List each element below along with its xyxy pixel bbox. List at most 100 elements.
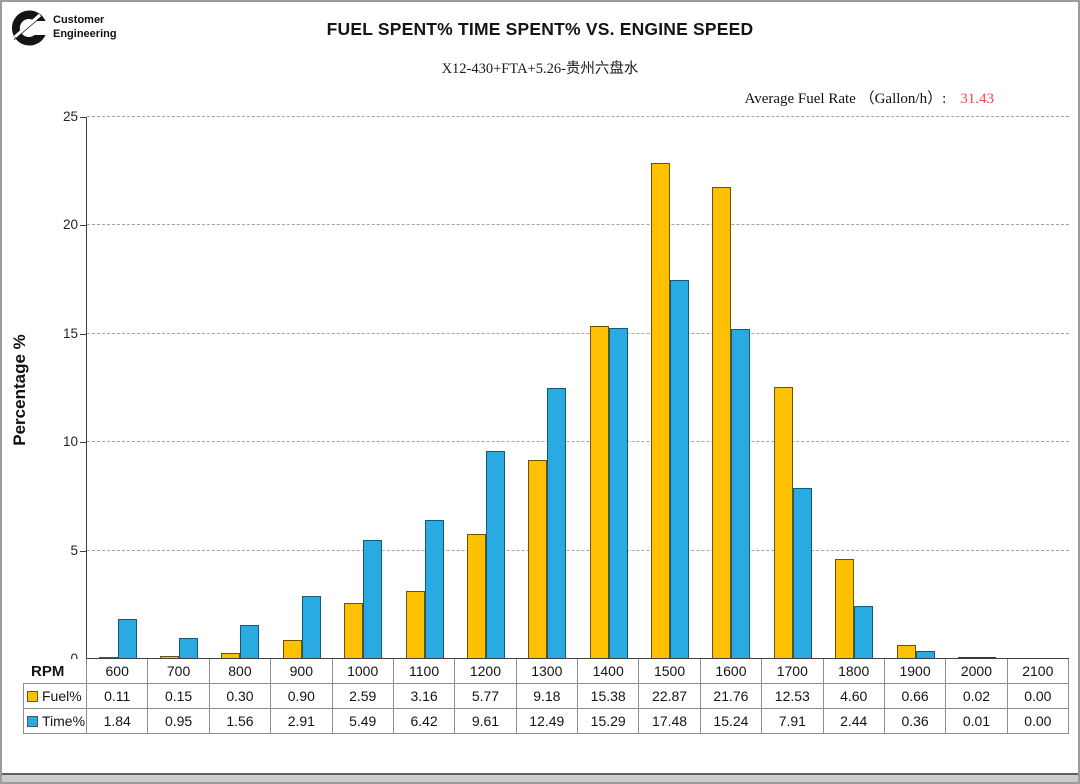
time-value-cell: 6.42 [393,709,456,734]
time-value-cell: 5.49 [332,709,394,734]
rpm-value-cell: 600 [87,659,149,684]
fuel-row-label: Fuel% [23,684,87,709]
time-value-cell: 2.91 [271,709,333,734]
chart-subtitle: X12-430+FTA+5.26-贵州六盘水 [441,61,639,77]
time-value-cell: 1.56 [209,709,272,734]
average-fuel-rate: Average Fuel Rate （Gallon/h）: 31.43 [744,87,994,108]
logo-text: Customer Engineering [53,14,117,42]
bar-group-1600 [701,117,762,659]
fuel-bar-1200 [466,533,486,659]
fuel-bar-900 [282,639,302,659]
fuel-value-cell: 0.11 [87,684,149,709]
time-value-cell: 0.01 [946,709,1008,734]
time-bar-1000 [363,539,383,659]
fuel-value-cell: 2.59 [332,684,394,709]
fuel-value-cell: 0.02 [946,684,1008,709]
y-axis-tick-label: 0 [44,650,78,668]
rpm-header-cell: RPM [23,659,87,684]
time-row-label-text: Time% [42,713,86,729]
bar-group-1200 [455,117,516,659]
time-bar-1300 [547,388,567,659]
rpm-value-cell: 1100 [393,659,456,684]
rpm-value-cell: 2100 [1007,659,1069,684]
time-bar-700 [179,638,199,659]
time-value-cell: 1.84 [87,709,149,734]
fuel-value-cell: 0.66 [884,684,947,709]
time-bar-1700 [792,487,812,659]
window-bottom-edge [2,773,1078,782]
gridline [87,332,1069,334]
fuel-value-cell: 9.18 [516,684,578,709]
time-value-cell: 9.61 [455,709,517,734]
y-axis-tick-mark [80,442,87,444]
fuel-value-cell: 12.53 [762,684,824,709]
time-value-cell: 0.00 [1007,709,1069,734]
fuel-value-cell: 21.76 [700,684,763,709]
fuel-value-cell: 22.87 [639,684,701,709]
x-axis-line [87,658,1069,659]
time-row-label: Time% [23,709,87,734]
fuel-bar-800 [221,652,241,659]
fuel-bar-1600 [712,187,732,659]
time-bar-1500 [670,280,690,659]
y-axis-tick-label: 25 [62,109,78,124]
fuel-row-label-text: Fuel% [42,688,82,704]
y-axis-tick-mark [80,117,87,118]
fuel-bar-1300 [528,459,548,659]
bar-group-1000 [333,117,394,659]
gridline [87,441,1069,443]
gridline [87,224,1069,226]
fuel-bar-1100 [405,590,425,659]
gridline [87,549,1069,551]
bar-group-1400 [578,117,639,659]
bar-group-1500 [639,117,700,659]
time-bar-900 [301,595,321,659]
bar-group-2100 [1008,117,1069,659]
y-axis-tick-mark [80,225,87,227]
gridline [87,116,1069,117]
plot-area [87,116,1069,659]
time-bar-600 [117,619,137,659]
logo: Customer Engineering [12,10,117,46]
rpm-value-cell: 700 [148,659,210,684]
rpm-value-cell: 1800 [823,659,885,684]
rpm-value-cell: 1600 [700,659,763,684]
fuel-legend-swatch-icon [27,690,38,702]
time-value-cell: 15.29 [578,709,640,734]
average-fuel-rate-value: 31.43 [960,91,994,107]
y-axis-tick-mark [80,550,87,552]
time-bar-1200 [485,450,505,659]
time-value-cell: 12.49 [516,709,578,734]
fuel-bar-600 [98,656,118,659]
time-value-cell: 0.36 [884,709,947,734]
time-legend-swatch-icon [27,715,38,727]
data-table: RPM 600 700 800 900 1000 1100 1200 1300 1400 1500 1… [23,659,1069,734]
time-bar-1100 [424,519,444,659]
rpm-value-cell: 2000 [946,659,1008,684]
time-value-cell: 2.44 [823,709,885,734]
fuel-value-cell: 15.38 [578,684,640,709]
fuel-value-cell: 0.15 [148,684,210,709]
time-bar-800 [240,625,260,659]
rpm-value-cell: 1700 [762,659,824,684]
chart-title: FUEL SPENT% TIME SPENT% VS. ENGINE SPEED [326,19,754,39]
fuel-bar-1900 [896,644,916,659]
time-value-cell: 0.95 [148,709,210,734]
bar-group-1700 [762,117,823,659]
average-fuel-rate-label: Average Fuel Rate （Gallon/h）: [744,91,947,107]
time-bar-1800 [854,606,874,659]
bar-group-700 [148,117,209,659]
time-bar-1400 [608,327,628,659]
y-axis-label: Percentage % [10,334,29,446]
bar-group-1900 [885,117,946,659]
bar-group-1100 [394,117,455,659]
fuel-bar-1800 [835,559,855,659]
y-axis-tick-label: 15 [62,325,78,341]
rpm-value-cell: 1300 [516,659,578,684]
bar-group-1300 [517,117,578,659]
fuel-value-cell: 0.00 [1007,684,1069,709]
fuel-value-cell: 0.30 [209,684,272,709]
bar-group-600 [87,117,148,659]
time-bar-1900 [915,651,935,659]
